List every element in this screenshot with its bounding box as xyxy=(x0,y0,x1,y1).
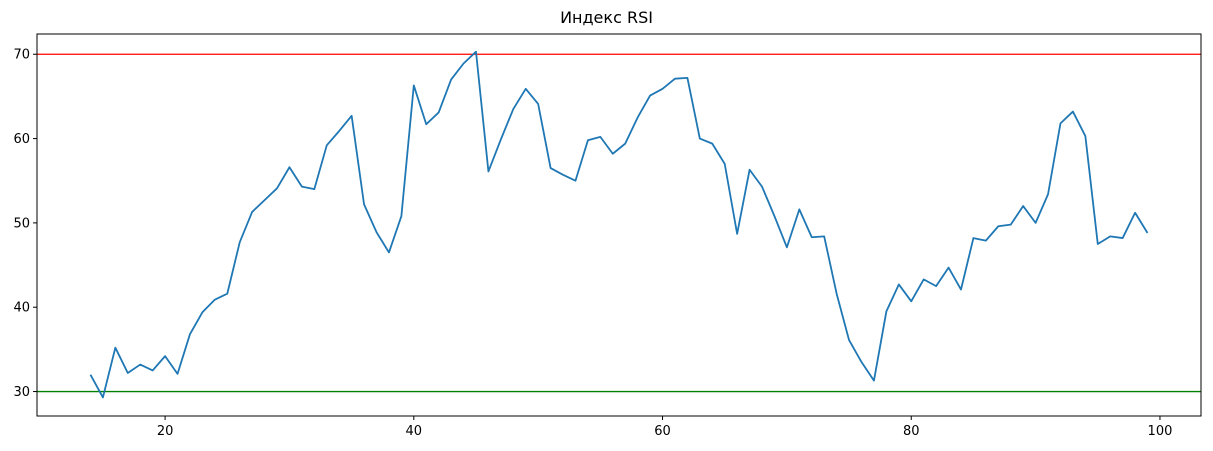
y-tick-label: 70 xyxy=(13,48,30,63)
x-tick-label: 60 xyxy=(654,424,671,439)
y-tick-label: 30 xyxy=(13,385,30,400)
y-tick-label: 60 xyxy=(13,132,30,147)
x-tick-label: 20 xyxy=(157,424,174,439)
chart-title: Индекс RSI xyxy=(560,8,653,27)
x-tick-label: 100 xyxy=(1148,424,1173,439)
x-tick-label: 80 xyxy=(903,424,920,439)
axes-frame xyxy=(36,33,1202,417)
y-tick-label: 40 xyxy=(13,301,30,316)
x-tick-label: 40 xyxy=(406,424,423,439)
y-tick-label: 50 xyxy=(13,216,30,231)
series-line-0 xyxy=(89,50,1149,399)
